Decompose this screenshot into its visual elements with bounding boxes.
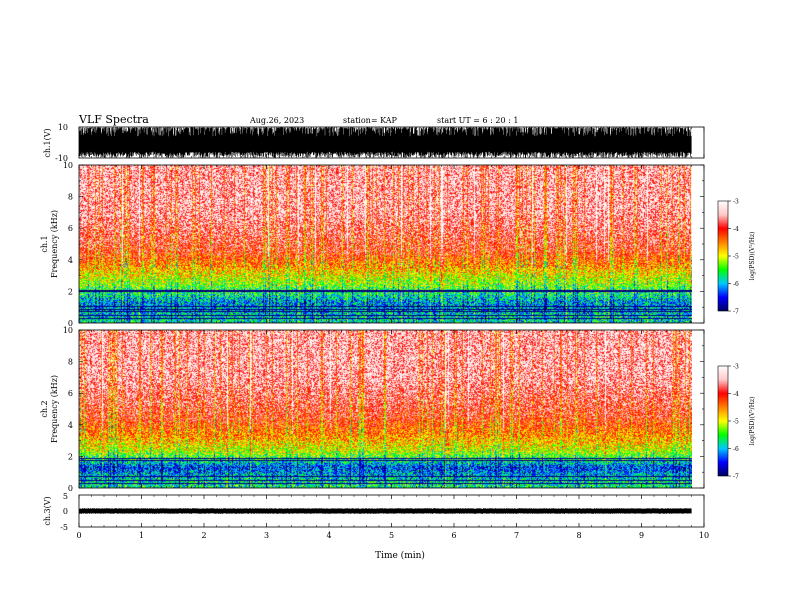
x-tick-label: 1 [139, 531, 144, 540]
ch1-waveform-line [79, 127, 692, 158]
ch1-spec-ytick-label: 4 [68, 256, 73, 265]
ch2-spec-ytick-label: 6 [68, 389, 73, 398]
x-tick-label: 9 [639, 531, 644, 540]
colorbar-tick-label: -3 [733, 364, 739, 371]
x-tick-label: 5 [389, 531, 394, 540]
x-tick-label: 8 [576, 531, 581, 540]
x-axis-label: Time (min) [375, 550, 425, 561]
ch1-ylabel-frequency: Frequency (kHz) [50, 210, 59, 278]
ch1-ytick-bottom: -10 [55, 154, 68, 163]
colorbar-tick-label: -7 [733, 309, 739, 316]
ch2-spectrogram-image [79, 330, 692, 488]
x-tick-label: 6 [451, 531, 456, 540]
ch1-spectrogram-panel: 0 2 4 6 8 10 ch.1 Frequency (kHz) [40, 161, 705, 328]
start-time-label: start UT = 6 : 20 : 1 [437, 116, 518, 125]
ch2-ylabel-frequency: Frequency (kHz) [50, 375, 59, 443]
ch1-ylabel: ch.1(V) [43, 128, 52, 157]
colorbar-tick-label: -6 [733, 446, 739, 453]
ch2-spec-ytick-label: 2 [68, 452, 73, 461]
x-tick-label: 3 [264, 531, 269, 540]
colorbar-tick-label: -6 [733, 281, 739, 288]
ch3-waveform-line [79, 508, 692, 514]
ch1-ylabel-channel: ch.1 [40, 235, 49, 252]
ch2-spec-ytick-label: 8 [68, 358, 73, 367]
colorbar-tick-label: -4 [733, 226, 739, 233]
colorbar-tick-label: -3 [733, 199, 739, 206]
date-label: Aug.26, 2023 [249, 116, 304, 125]
ch1-spec-ytick-label: 6 [68, 224, 73, 233]
x-tick-label: 2 [201, 531, 206, 540]
ch1-spec-ytick-label: 10 [63, 161, 73, 170]
ch2-colorbar: -3 -4 -5 -6 -7 log(PSD)(V²/Hz) [717, 364, 756, 481]
ch2-spec-ytick-label: 10 [63, 326, 73, 335]
x-tick-label: 0 [76, 531, 81, 540]
ch1-waveform-trace [79, 127, 692, 158]
station-label: station= KAP [343, 116, 398, 125]
colorbar-tick-label: -7 [733, 474, 739, 481]
ch1-waveform-panel: 10 -10 ch.1(V) [43, 123, 705, 163]
colorbar-gradient [717, 365, 729, 477]
ch3-ytick-top: 5 [63, 492, 68, 501]
ch1-spectrogram-image [79, 165, 692, 323]
x-tick-label: 10 [699, 531, 709, 540]
ch3-ytick-middle: 0 [63, 507, 68, 516]
ch1-ytick-top: 10 [58, 123, 68, 132]
ch1-colorbar: -3 -4 -5 -6 -7 log(PSD)(V²/Hz) [717, 199, 756, 316]
colorbar-tick-label: -5 [733, 254, 739, 261]
colorbar-label: log(PSD)(V²/Hz) [749, 397, 756, 446]
ch1-spec-ytick-label: 2 [68, 287, 73, 296]
ch1-spec-ytick-label: 0 [68, 319, 73, 328]
x-tick-label: 7 [514, 531, 519, 540]
ch3-waveform-panel: 0 1 2 3 4 5 6 7 8 9 10 5 0 -5 ch.3(V) Time (min) [43, 492, 709, 561]
colorbar-tick-label: -4 [733, 391, 739, 398]
ch2-spectrogram-panel: 0 2 4 6 8 10 ch.2 Frequency (kHz) [40, 326, 705, 493]
colorbar-gradient [717, 200, 729, 312]
ch2-spec-ytick-label: 0 [68, 484, 73, 493]
x-tick-label: 4 [326, 531, 331, 540]
colorbar-tick-label: -5 [733, 419, 739, 426]
figure-title: VLF Spectra [78, 113, 149, 126]
ch3-waveform-trace [79, 508, 692, 514]
colorbar-label: log(PSD)(V²/Hz) [749, 232, 756, 281]
ch3-ylabel: ch.3(V) [43, 496, 52, 525]
ch2-ylabel-channel: ch.2 [40, 400, 49, 417]
ch1-spec-ytick-label: 8 [68, 193, 73, 202]
ch3-ytick-bottom: -5 [60, 523, 68, 532]
ch2-spec-ytick-label: 4 [68, 421, 73, 430]
